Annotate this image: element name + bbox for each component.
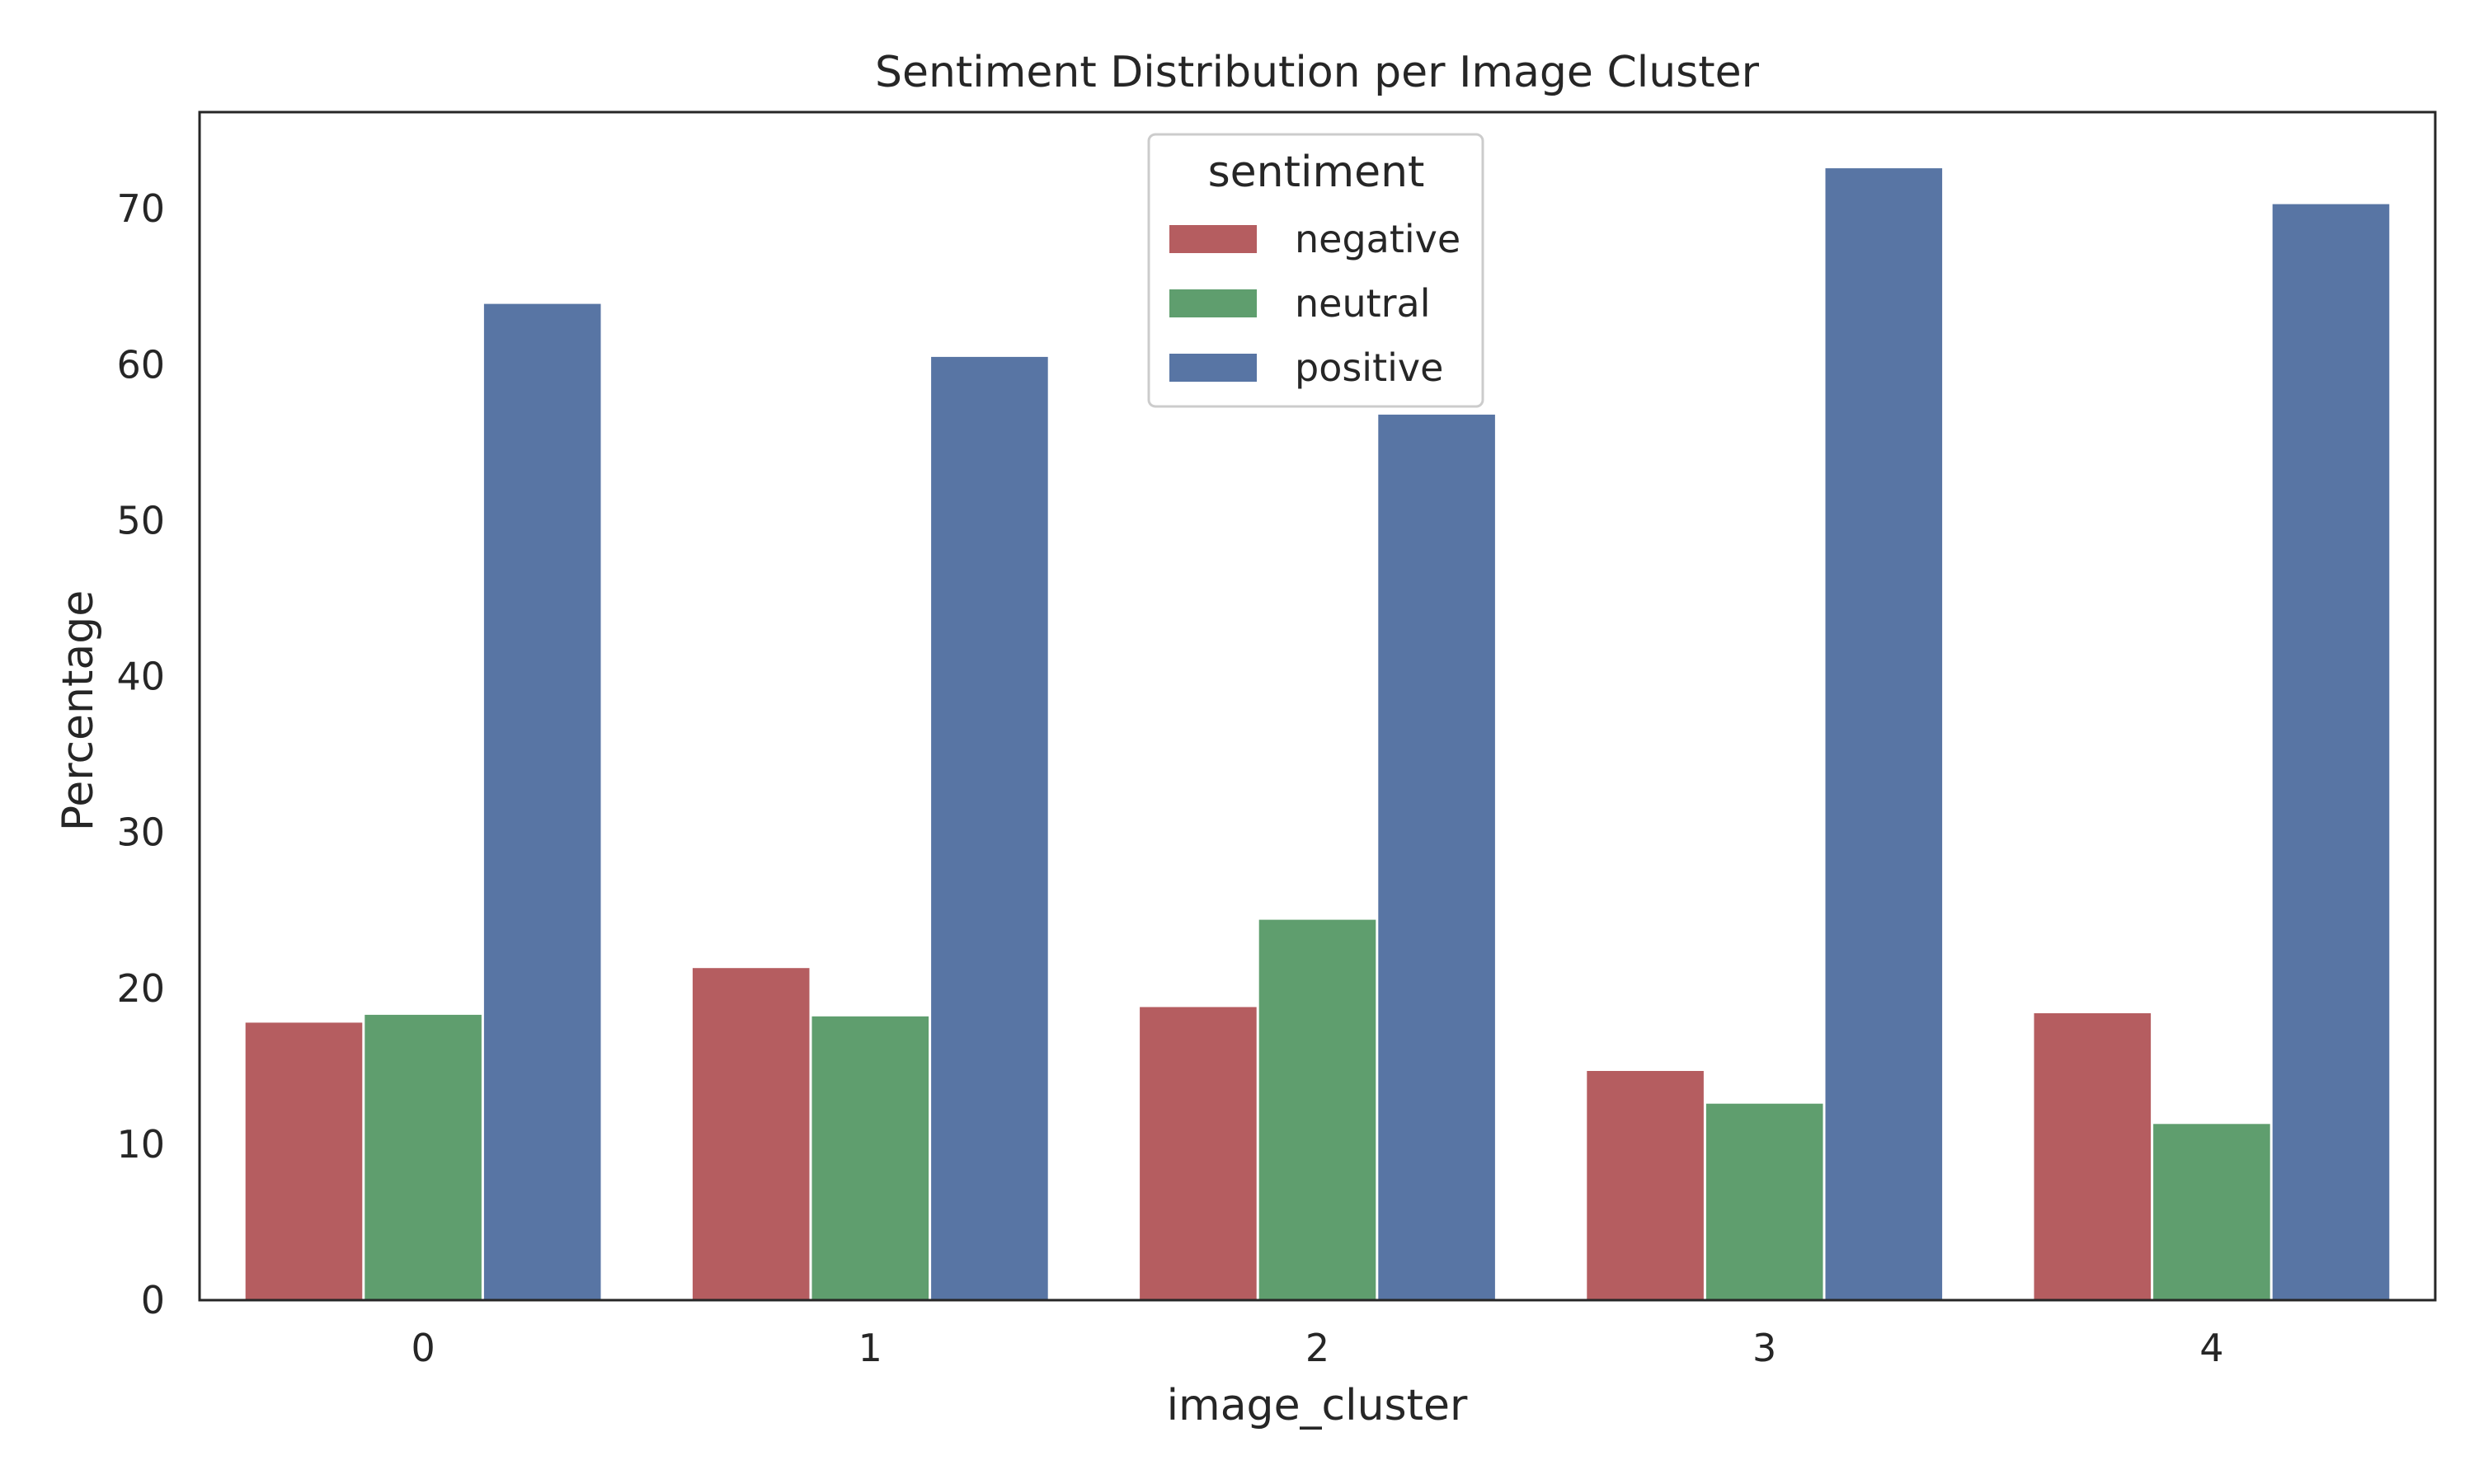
bar-neutral-cluster-0 — [365, 1014, 482, 1300]
y-axis-label: Percentage — [54, 590, 103, 832]
y-tick-label: 40 — [116, 655, 165, 699]
y-tick-label: 70 — [116, 186, 165, 231]
y-tick-label: 30 — [116, 810, 165, 855]
legend-items: negative neutral positive — [1169, 217, 1460, 390]
legend-box — [1147, 133, 1484, 408]
y-tick-label: 60 — [116, 342, 165, 387]
legend-swatch-negative — [1169, 225, 1257, 253]
bar-positive-cluster-3 — [1825, 168, 1943, 1301]
x-axis-label: image_cluster — [1167, 1381, 1468, 1430]
bar-positive-cluster-2 — [1378, 414, 1495, 1300]
legend-label-neutral: neutral — [1295, 281, 1431, 326]
y-tick-label: 10 — [116, 1122, 165, 1167]
legend-title: sentiment — [1208, 148, 1425, 197]
x-axis-ticks: 0 1 2 3 4 — [411, 1326, 2223, 1370]
bar-positive-cluster-1 — [931, 356, 1048, 1300]
y-tick-label: 50 — [116, 499, 165, 543]
x-tick-label: 3 — [1752, 1326, 1776, 1370]
bar-neutral-cluster-2 — [1258, 919, 1376, 1300]
bar-negative-cluster-1 — [692, 968, 810, 1300]
bar-neutral-cluster-3 — [1705, 1103, 1823, 1300]
x-tick-label: 1 — [858, 1326, 882, 1370]
legend-label-negative: negative — [1295, 217, 1460, 261]
chart-title: Sentiment Distribution per Image Cluster — [875, 48, 1760, 97]
plot-frame — [198, 110, 2437, 1302]
bars-group — [245, 168, 2390, 1301]
y-axis-ticks: 0 10 20 30 40 50 60 70 — [116, 186, 165, 1322]
legend: sentiment negative neutral positive — [1147, 133, 1484, 408]
bar-negative-cluster-2 — [1140, 1007, 1257, 1300]
y-tick-label: 20 — [116, 966, 165, 1011]
bar-neutral-cluster-4 — [2153, 1124, 2270, 1300]
legend-swatch-neutral — [1169, 289, 1257, 317]
x-tick-label: 2 — [1305, 1326, 1329, 1370]
bar-positive-cluster-0 — [483, 303, 601, 1301]
bar-negative-cluster-3 — [1587, 1071, 1704, 1300]
bar-negative-cluster-4 — [2034, 1013, 2152, 1300]
y-tick-label: 0 — [141, 1278, 165, 1322]
x-tick-label: 0 — [411, 1326, 435, 1370]
bar-neutral-cluster-1 — [811, 1016, 929, 1300]
bar-positive-cluster-4 — [2272, 204, 2390, 1301]
legend-label-positive: positive — [1295, 345, 1443, 390]
bar-negative-cluster-0 — [245, 1022, 363, 1300]
x-tick-label: 4 — [2199, 1326, 2223, 1370]
legend-swatch-positive — [1169, 354, 1257, 382]
